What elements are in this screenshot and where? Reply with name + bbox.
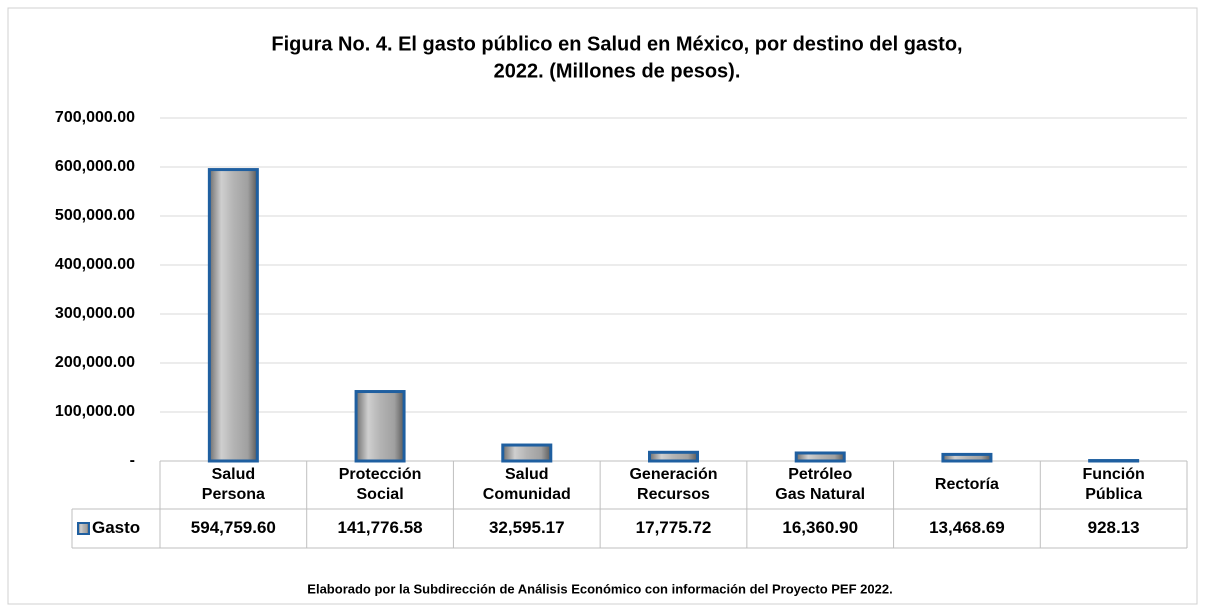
- x-tick-label: Rectoría: [935, 476, 999, 493]
- y-tick-label: 300,000.00: [55, 305, 135, 322]
- data-label: 141,776.58: [338, 518, 423, 537]
- x-tick-label: Gas Natural: [775, 486, 865, 503]
- x-tick-label: Protección: [339, 466, 422, 483]
- bar: [794, 451, 846, 463]
- x-tick-label: Comunidad: [483, 486, 571, 503]
- legend-label: Gasto: [92, 518, 140, 537]
- chart-title: Figura No. 4. El gasto público en Salud …: [271, 33, 962, 55]
- x-tick-label: Generación: [629, 466, 717, 483]
- y-tick-label: -: [130, 452, 135, 469]
- y-tick-label: 700,000.00: [55, 109, 135, 126]
- y-tick-label: 500,000.00: [55, 207, 135, 224]
- data-label: 594,759.60: [191, 518, 276, 537]
- y-tick-label: 600,000.00: [55, 158, 135, 175]
- bar: [648, 450, 699, 463]
- bar: [207, 168, 259, 463]
- chart-title: 2022. (Millones de pesos).: [494, 60, 741, 82]
- source-note: Elaborado por la Subdirección de Análisi…: [307, 581, 892, 596]
- x-tick-label: Función: [1083, 466, 1145, 483]
- x-tick-label: Pública: [1085, 486, 1142, 503]
- x-tick-label: Social: [357, 486, 404, 503]
- legend-swatch: [77, 522, 90, 535]
- data-label: 32,595.17: [489, 518, 565, 537]
- x-tick-label: Recursos: [637, 486, 710, 503]
- bar: [501, 443, 553, 463]
- data-label: 928.13: [1088, 518, 1140, 537]
- bar: [354, 390, 406, 463]
- x-tick-label: Petróleo: [788, 466, 852, 483]
- chart-frame: [7, 7, 1198, 605]
- bar: [941, 452, 993, 463]
- x-tick-label: Persona: [202, 486, 265, 503]
- y-tick-label: 100,000.00: [55, 403, 135, 420]
- x-tick-label: Salud: [212, 466, 256, 483]
- data-label: 13,468.69: [929, 518, 1005, 537]
- y-tick-label: 200,000.00: [55, 354, 135, 371]
- data-label: 17,775.72: [636, 518, 712, 537]
- x-tick-label: Salud: [505, 466, 549, 483]
- data-label: 16,360.90: [782, 518, 858, 537]
- y-tick-label: 400,000.00: [55, 256, 135, 273]
